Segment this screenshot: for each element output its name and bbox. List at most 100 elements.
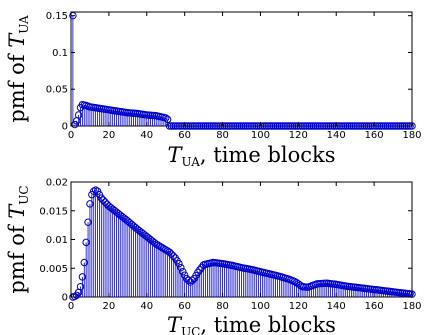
- stem-marker: [330, 122, 339, 130]
- stem-marker: [281, 122, 289, 130]
- stem-marker: [315, 122, 323, 130]
- stem-marker: [71, 120, 79, 129]
- stem-marker: [383, 122, 392, 130]
- stem-marker: [232, 122, 240, 130]
- x-tick-label: 100: [251, 130, 270, 141]
- x-tick-label: 80: [216, 301, 229, 312]
- stem-marker: [351, 122, 359, 130]
- x-tick-label: 180: [402, 301, 421, 312]
- stem-marker: [101, 198, 109, 206]
- stem-marker: [374, 122, 382, 130]
- stem-marker: [317, 122, 325, 130]
- stem-marker: [251, 122, 259, 130]
- stem-marker: [84, 218, 92, 226]
- y-axis-label: pmf of TUC: [5, 185, 31, 293]
- stem-marker: [171, 122, 179, 130]
- stem-marker: [179, 122, 187, 130]
- stem-marker: [177, 263, 185, 272]
- x-tick-label: 60: [178, 130, 191, 141]
- y-tick-label: 0.02: [46, 178, 68, 189]
- stem-marker: [167, 250, 176, 258]
- stem-marker: [385, 122, 393, 130]
- y-tick-label: 0: [62, 293, 68, 304]
- x-tick-label: 20: [103, 130, 116, 141]
- stem-marker: [150, 238, 159, 247]
- x-tick-label: 80: [216, 130, 229, 141]
- stem-marker: [389, 122, 397, 130]
- stem-marker: [91, 186, 100, 194]
- stem-marker: [262, 122, 270, 130]
- stem-marker: [239, 122, 248, 130]
- y-tick-label: 0.1: [52, 48, 68, 59]
- stem-marker: [254, 122, 263, 130]
- stem-marker: [158, 243, 166, 252]
- stem-marker: [360, 122, 369, 130]
- stem-marker: [207, 122, 215, 130]
- stem-marker: [226, 122, 234, 130]
- stem-marker: [345, 122, 354, 130]
- stem-marker: [324, 122, 333, 130]
- stem-marker: [283, 122, 291, 130]
- stem-marker: [270, 122, 278, 130]
- stem-marker: [353, 122, 361, 130]
- stem-marker: [169, 122, 178, 130]
- stem-marker: [260, 122, 268, 130]
- stem-marker: [357, 122, 365, 130]
- stem-marker: [279, 122, 287, 130]
- x-axis-label: TUC, time blocks: [167, 313, 336, 335]
- stem-marker: [175, 122, 183, 130]
- stem-marker: [347, 122, 356, 130]
- stem-marker: [328, 122, 337, 130]
- stem-marker: [391, 122, 399, 130]
- x-tick-label: 120: [289, 301, 308, 312]
- stem-marker: [69, 11, 77, 20]
- y-tick-label: 0.01: [46, 235, 68, 246]
- stem-marker: [290, 277, 299, 286]
- stem-marker: [304, 122, 312, 130]
- stem-marker: [209, 122, 217, 130]
- stem-marker: [74, 111, 83, 119]
- stem-marker: [188, 122, 196, 130]
- stem-marker: [381, 122, 390, 130]
- stem-marker: [190, 122, 198, 130]
- stem-marker: [78, 273, 87, 281]
- x-tick-label: 20: [103, 301, 116, 312]
- axes-frame: [70, 11, 413, 127]
- stem-marker: [203, 122, 212, 130]
- stem-marker: [165, 122, 174, 130]
- stem-marker: [287, 122, 295, 130]
- stem-marker: [196, 122, 204, 130]
- stem-marker: [387, 122, 395, 130]
- stem-marker: [213, 122, 221, 130]
- stem-marker: [216, 122, 225, 130]
- stem-marker: [201, 122, 210, 130]
- x-tick-label: 140: [327, 301, 346, 312]
- y-axis-label: pmf of TUA: [5, 15, 31, 123]
- stem-marker: [264, 122, 272, 130]
- stem-marker: [71, 292, 79, 301]
- stem-marker: [247, 122, 255, 130]
- chart-1: 0 20 40 60 80 100 120 140 160 180 0 0.05 0.1 0.15 TUA,…: [5, 11, 422, 169]
- stem-marker: [319, 122, 327, 130]
- stem-marker: [364, 122, 373, 130]
- stem-marker: [355, 122, 363, 130]
- stem-marker: [90, 187, 98, 195]
- stem-marker: [182, 122, 191, 130]
- stem-marker: [307, 122, 316, 130]
- stem-marker: [349, 122, 357, 130]
- stem-marker: [175, 259, 183, 268]
- stem-marker: [162, 114, 170, 122]
- stem-marker: [306, 122, 314, 130]
- stem-marker: [156, 242, 164, 251]
- chart-2: 0 20 40 60 80 100 120 140 160 180 0 0.005 0.01 0.015 0…: [5, 178, 422, 335]
- x-tick-label: 0: [68, 301, 74, 312]
- stem-marker: [154, 241, 162, 249]
- x-tick-label: 140: [327, 130, 346, 141]
- stem-marker: [292, 278, 301, 287]
- stem-marker: [198, 122, 206, 130]
- stem-marker: [252, 122, 261, 130]
- x-tick-label: 180: [402, 130, 421, 141]
- x-tick-label: 100: [251, 301, 270, 312]
- y-tick-label: 0.015: [39, 206, 68, 217]
